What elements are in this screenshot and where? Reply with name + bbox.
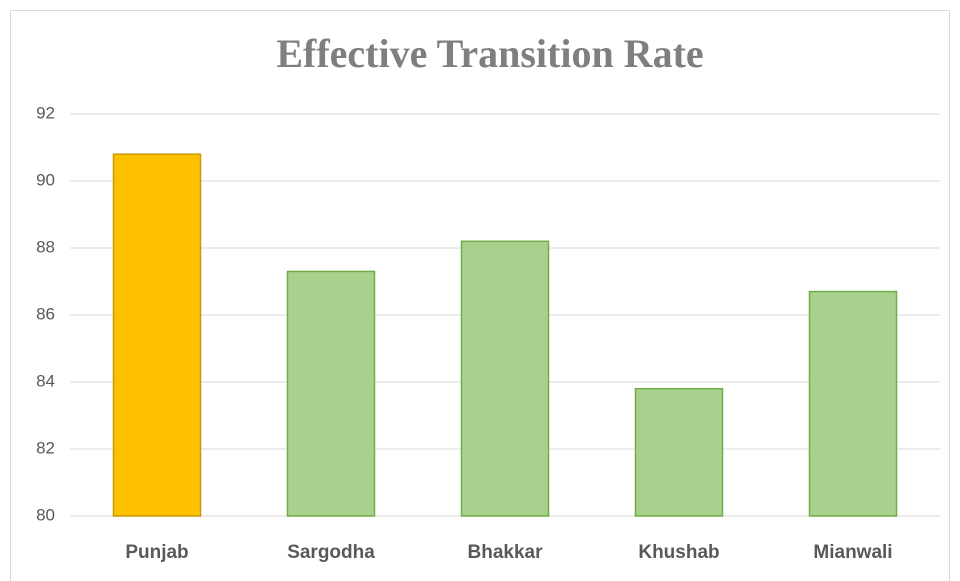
x-tick-label: Mianwali [813,542,892,563]
x-tick-label: Sargodha [287,542,375,563]
bar [460,240,550,517]
bar [112,153,202,517]
x-tick-label: Punjab [125,542,188,563]
x-tick-label: Bhakkar [468,542,544,563]
y-tick-label: 88 [36,237,55,256]
y-tick-label: 86 [36,304,55,323]
bar [808,290,898,517]
y-tick-label: 92 [36,103,55,122]
bar [286,270,376,517]
bar [634,387,724,517]
x-tick-label: Khushab [638,542,719,563]
y-tick-label: 80 [36,505,55,524]
chart-title: Effective Transition Rate [276,31,703,76]
y-tick-label: 90 [36,170,55,189]
y-tick-label: 84 [36,371,55,390]
y-tick-label: 82 [36,438,55,457]
